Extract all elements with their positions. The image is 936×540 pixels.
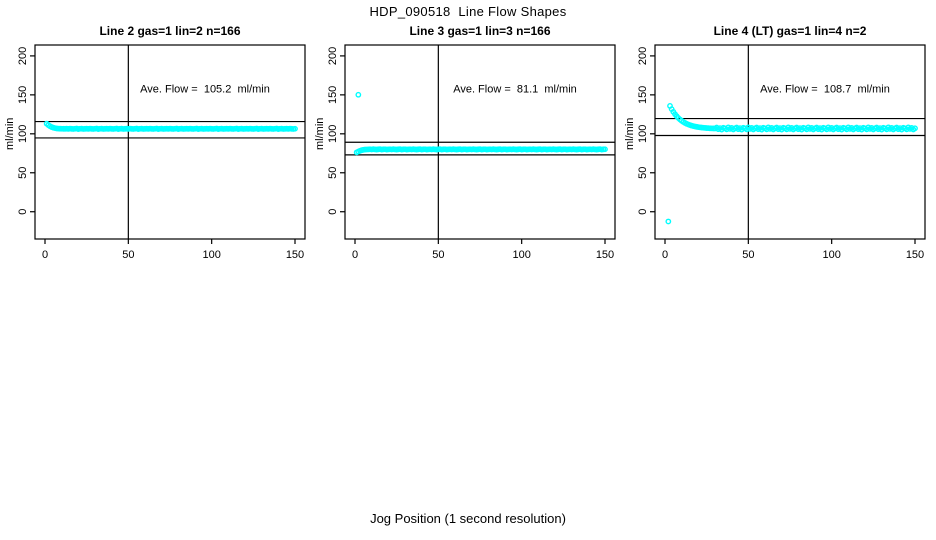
outlier-point <box>355 91 362 98</box>
data-point <box>912 125 918 132</box>
panel-line-4: Line 4 (LT) gas=1 lin=4 n=2 0 50 100 150 0 50… <box>620 16 936 276</box>
y-tick-label: 0 <box>17 209 29 215</box>
panel-line-2: Line 2 gas=1 lin=2 n=166 0 50 100 150 0 50 100… <box>0 16 316 276</box>
panel-title: Line 3 gas=1 lin=3 n=166 <box>409 24 551 38</box>
x-tick-label: 150 <box>286 249 304 261</box>
x-tick-label: 100 <box>512 249 530 261</box>
x-tick-label: 150 <box>906 249 924 261</box>
x-tick-label: 0 <box>662 249 668 261</box>
y-axis-label: ml/min <box>314 118 326 150</box>
y-tick-label: 200 <box>17 47 29 65</box>
y-tick-label: 200 <box>637 47 649 65</box>
x-tick-label: 50 <box>122 249 134 261</box>
y-tick-label: 100 <box>17 125 29 143</box>
y-axis-label: ml/min <box>624 118 636 150</box>
scatter-plot-line-4: 0 50 100 150 0 50 100 150 200 ml/min Ave. Flow = 1… <box>624 44 926 261</box>
y-tick-label: 50 <box>327 167 339 179</box>
figure-title: HDP_090518 Line Flow Shapes <box>369 4 567 19</box>
x-tick-label: 50 <box>742 249 754 261</box>
ave-flow-annotation: Ave. Flow = 81.1 ml/min <box>453 84 577 96</box>
outlier-point <box>665 218 672 225</box>
y-tick-label: 50 <box>637 167 649 179</box>
x-tick-label: 0 <box>352 249 358 261</box>
y-tick-label: 200 <box>327 47 339 65</box>
panel-title: Line 2 gas=1 lin=2 n=166 <box>99 24 241 38</box>
x-tick-label: 0 <box>42 249 48 261</box>
y-tick-label: 150 <box>327 86 339 104</box>
ave-flow-annotation: Ave. Flow = 108.7 ml/min <box>760 84 890 96</box>
data-point <box>602 146 608 153</box>
x-tick-label: 100 <box>822 249 840 261</box>
ave-flow-annotation: Ave. Flow = 105.2 ml/min <box>140 84 270 96</box>
y-tick-label: 150 <box>17 86 29 104</box>
x-tick-label: 150 <box>596 249 614 261</box>
panel-title: Line 4 (LT) gas=1 lin=4 n=2 <box>713 24 867 38</box>
x-axis-label: Jog Position (1 second resolution) <box>370 511 566 526</box>
y-tick-label: 150 <box>637 86 649 104</box>
plot-box <box>344 44 616 240</box>
y-tick-label: 0 <box>327 209 339 215</box>
plot-box <box>34 44 306 240</box>
y-tick-label: 50 <box>17 167 29 179</box>
plot-box <box>654 44 926 240</box>
scatter-plot-line-2: 0 50 100 150 0 50 100 150 200 ml/min Ave. Flow = 1… <box>4 44 306 261</box>
x-tick-label: 50 <box>432 249 444 261</box>
y-tick-label: 100 <box>327 125 339 143</box>
y-tick-label: 100 <box>637 125 649 143</box>
scatter-plot-line-3: 0 50 100 150 0 50 100 150 200 ml/min Ave. Flow = 8… <box>314 44 616 261</box>
data-point <box>292 125 298 132</box>
x-tick-label: 100 <box>202 249 220 261</box>
y-axis-label: ml/min <box>4 118 16 150</box>
y-tick-label: 0 <box>637 209 649 215</box>
panel-line-3: Line 3 gas=1 lin=3 n=166 0 50 100 150 0 50 100… <box>310 16 626 276</box>
